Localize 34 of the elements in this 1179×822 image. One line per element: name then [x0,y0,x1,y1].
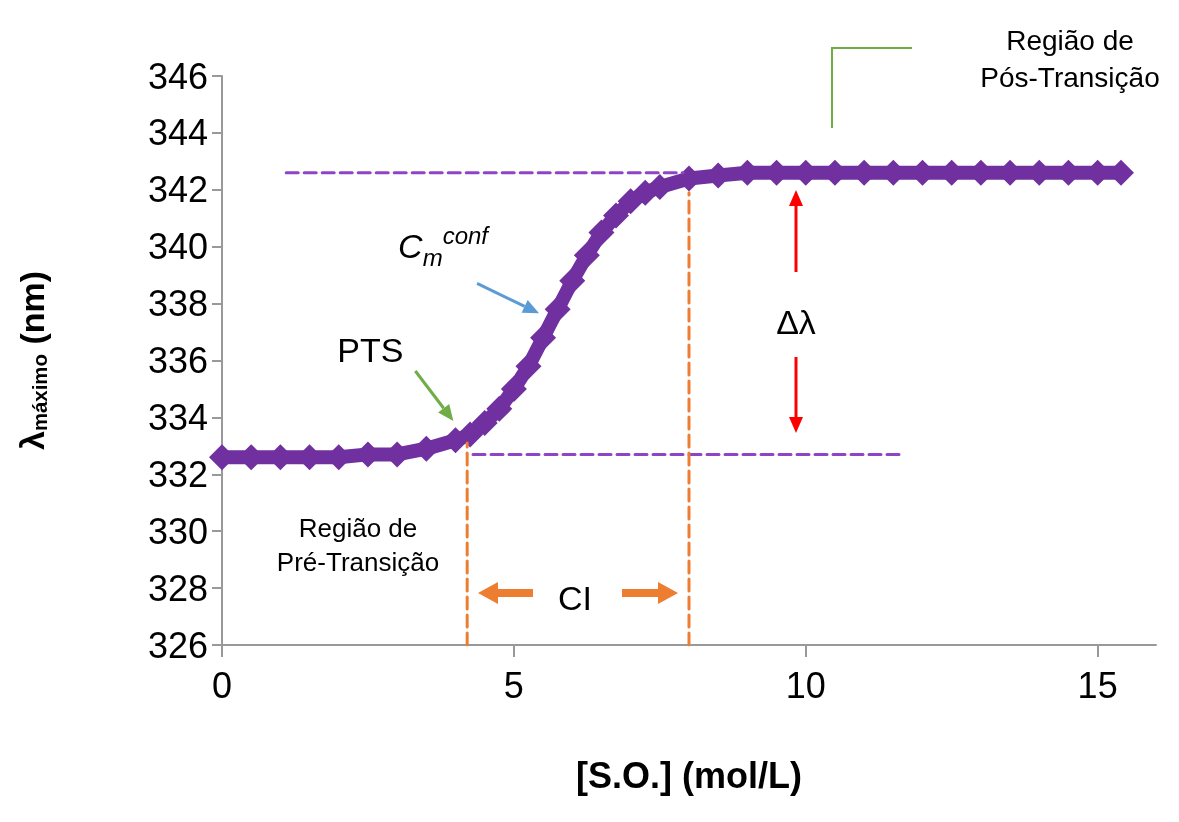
y-tick-label: 326 [147,624,208,666]
annotation: Δλ [776,303,816,341]
point [515,353,542,380]
point [603,202,630,229]
point [588,219,615,246]
y-tick-label: 338 [147,283,208,325]
annotation: CI [558,579,592,617]
point [500,375,527,402]
y-tick-label: 328 [147,567,208,609]
y-tick-label: 340 [147,226,208,268]
annotation: Região de Pré-Transição [276,513,440,577]
point [457,421,484,448]
y-tick-label: 344 [147,112,208,154]
point [559,267,586,294]
x-tick-label: 15 [1077,664,1118,706]
annotation: PTS [337,331,404,370]
y-tick-label: 346 [147,55,208,97]
x-axis-title: [S.O.] (mol/L) [576,754,802,796]
point [573,242,600,269]
annotation: Região de Pós-Transição [980,25,1160,93]
point [486,395,513,422]
y-axis-title: λmáximo (nm) [13,270,52,451]
x-tick-label: 5 [503,664,524,706]
point [530,324,557,351]
x-tick-label: 10 [785,664,826,706]
point [471,410,498,437]
y-tick-label: 330 [147,510,208,552]
y-tick-label: 334 [147,396,208,438]
y-tick-label: 336 [147,340,208,381]
point [544,296,571,323]
point [617,188,644,215]
y-tick-label: 332 [147,453,208,495]
y-tick-label: 342 [147,169,208,211]
x-tick-label: 0 [211,664,233,706]
